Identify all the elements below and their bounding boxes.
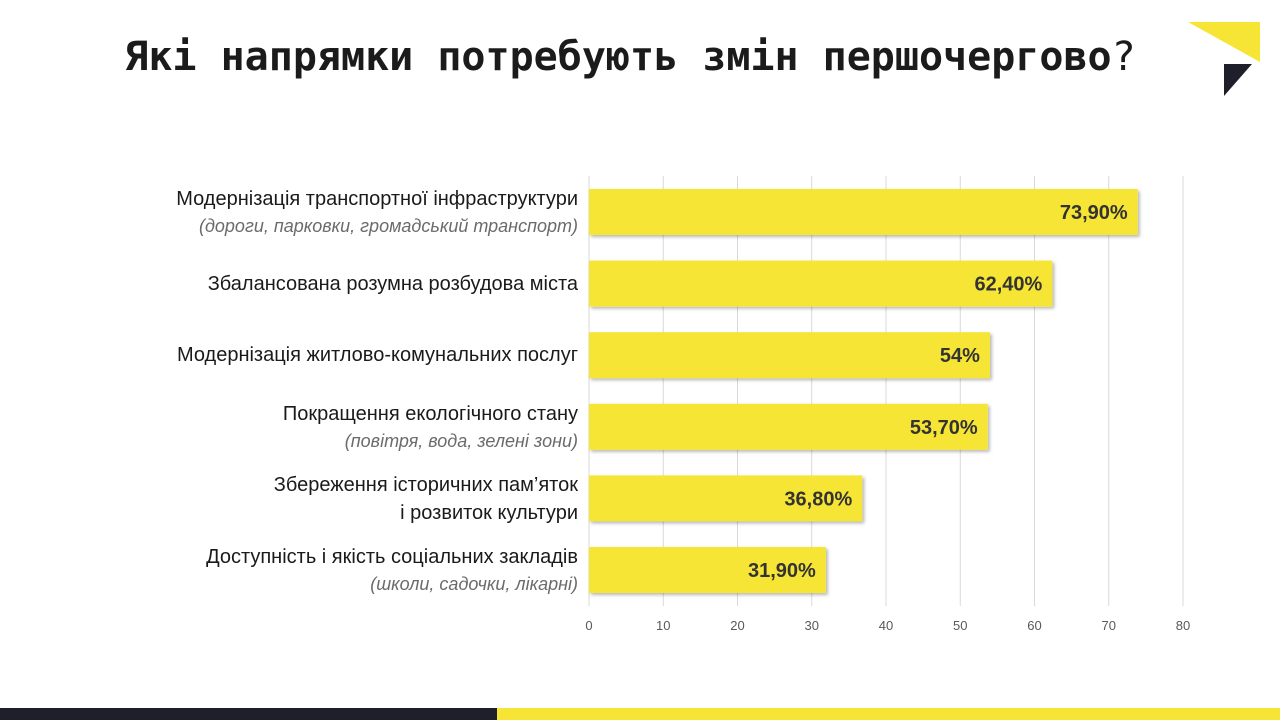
data-label: 54% — [940, 345, 980, 367]
category-label: Покращення екологічного стану (повітря, в… — [283, 400, 578, 454]
title-main: Які напрямки потребують змін першочергов… — [124, 34, 1112, 80]
x-tick-label: 40 — [879, 618, 893, 633]
category-label: Модернізація транспортної інфраструктури… — [176, 185, 578, 239]
category-label-line1: Збереження історичних пам’яток — [273, 474, 578, 497]
bar — [589, 547, 826, 593]
category-label-line1: Доступність і якість соціальних закладів — [206, 546, 578, 568]
x-tick-label: 50 — [953, 618, 967, 633]
category-label-line2: і розвиток культури — [400, 502, 578, 525]
title-question-mark: ? — [1111, 34, 1136, 80]
x-tick-label: 20 — [730, 618, 744, 633]
data-label: 73,90% — [1060, 202, 1128, 224]
bar — [589, 475, 863, 522]
bar — [589, 260, 1053, 307]
category-label: Модернізація житлово-комунальних послуг — [177, 341, 578, 369]
x-tick-label: 80 — [1176, 618, 1190, 633]
x-tick-label: 0 — [585, 618, 592, 633]
bar — [589, 403, 988, 450]
category-label-line2: (повітря, вода, зелені зони) — [344, 430, 578, 451]
data-label: 53,70% — [910, 417, 978, 439]
x-tick-label: 60 — [1027, 618, 1041, 633]
bar — [589, 189, 1138, 235]
x-tick-label: 10 — [656, 618, 670, 633]
category-label-line1: Покращення екологічного стану — [282, 402, 578, 425]
category-label-line1: Модернізація транспортної інфраструктури — [176, 188, 578, 210]
data-label: 36,80% — [784, 488, 852, 510]
page-title: Які напрямки потребують змін першочергов… — [120, 30, 1140, 84]
data-label: 31,90% — [748, 560, 816, 582]
category-label: Збереження історичних пам’яток і розвиток… — [274, 471, 578, 527]
category-label-line1: Модернізація житлово-комунальних послуг — [176, 344, 578, 367]
category-label: Доступність і якість соціальних закладів… — [206, 543, 578, 597]
brand-logo-icon — [1188, 22, 1260, 96]
footer-bar-yellow — [497, 708, 1280, 720]
category-label: Збалансована розумна розбудова міста — [208, 270, 578, 298]
category-label-line2: (дороги, парковки, громадський транспорт… — [198, 216, 578, 236]
category-label-line1: Збалансована розумна розбудова міста — [207, 272, 578, 295]
x-tick-label: 30 — [805, 618, 819, 633]
data-label: 62,40% — [974, 274, 1042, 296]
footer-bar-dark — [0, 708, 497, 720]
bar — [589, 332, 990, 379]
x-tick-label: 70 — [1102, 618, 1116, 633]
category-label-line2: (школи, садочки, лікарні) — [370, 574, 578, 594]
